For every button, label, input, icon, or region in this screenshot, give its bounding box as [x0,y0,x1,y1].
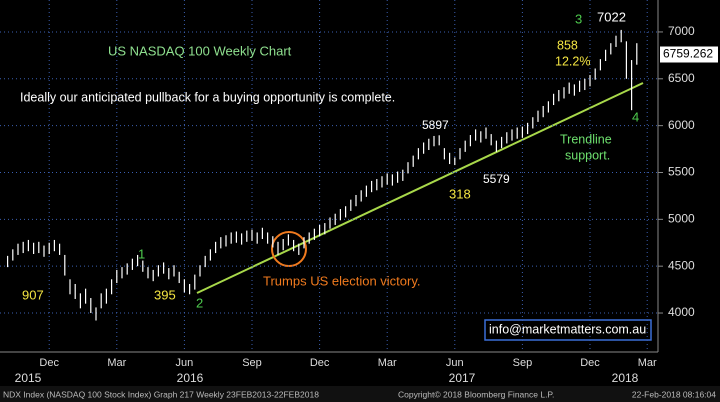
x-tick-label: Mar [378,357,397,369]
footer-text: Copyright© 2018 Bloomberg Finance L.P. [398,389,554,399]
annotation: Trendline [560,132,612,146]
year-label: 2017 [449,371,476,385]
y-tick-label: 4000 [668,305,695,319]
y-tick-label: 6000 [668,118,695,132]
annotation: Trumps US election victory. [263,273,421,288]
y-tick-label: 5500 [668,165,695,179]
footer-text: NDX Index (NASDAQ 100 Stock Index) Graph… [3,389,319,399]
footer-bar [0,386,720,402]
x-tick-label: Dec [580,357,600,369]
x-tick-label: Dec [310,357,330,369]
x-tick-label: Sep [242,357,262,369]
y-tick-label: 6500 [668,71,695,85]
email-box [484,319,652,341]
annotation: 2 [196,295,203,310]
year-label: 2018 [612,371,639,385]
annotation: 1 [138,246,145,261]
trendline [196,82,644,294]
annotation: 3 [575,11,582,26]
x-tick-label: Dec [39,357,59,369]
annotation: 395 [154,287,176,302]
annotation: 7022 [597,9,626,24]
annotation: support. [565,148,610,162]
annotation: Ideally our anticipated pullback for a b… [20,90,395,104]
annotation: 5579 [483,172,510,186]
annotation: 318 [449,186,471,201]
y-tick-label: 7000 [668,24,695,38]
footer-text: 22-Feb-2018 08:16:04 [632,389,716,399]
annotation: 4 [632,109,639,124]
annotation: US NASDAQ 100 Weekly Chart [108,43,292,58]
x-tick-label: Jun [176,357,194,369]
x-tick-label: Mar [107,357,126,369]
y-tick-label: 5000 [668,212,695,226]
last-price-tag [660,46,718,63]
annotation: 907 [22,287,44,302]
last-price-label: 6759.262 [663,47,713,61]
x-tick-label: Sep [513,357,533,369]
annotation: info@marketmatters.com.au [489,322,646,336]
y-tick-label: 4500 [668,258,695,272]
year-label: 2015 [15,371,42,385]
annotation: 12.2% [555,54,590,68]
annotation: 858 [557,38,578,52]
x-tick-label: Mar [638,357,657,369]
annotation: 5897 [422,118,449,132]
x-tick-label: Jun [446,357,464,369]
year-label: 2016 [177,371,204,385]
